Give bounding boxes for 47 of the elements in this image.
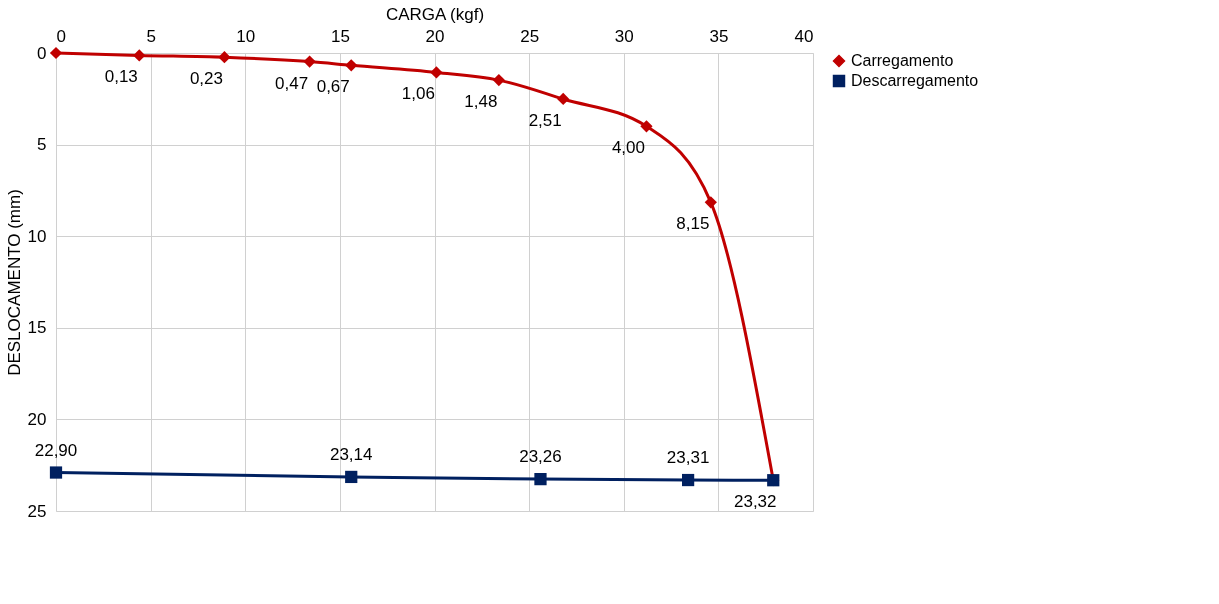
- x-tick-label: 0: [56, 26, 66, 46]
- data-label: 2,51: [528, 110, 562, 130]
- point: [430, 66, 443, 79]
- point: [345, 59, 358, 72]
- data-label: 23,14: [329, 444, 373, 464]
- data-label: 0,47: [275, 73, 309, 93]
- data-label: 22,90: [34, 440, 78, 460]
- data-label: 1,48: [464, 92, 498, 112]
- point: [49, 466, 63, 479]
- y-tick-label: 15: [27, 318, 47, 338]
- legend-label: Carregamento: [851, 52, 954, 69]
- point: [492, 73, 505, 87]
- data-label: 0,67: [316, 77, 350, 97]
- x-tick-label: 25: [520, 26, 540, 46]
- point: [303, 55, 316, 68]
- point: [345, 470, 358, 484]
- x-tick-label: 30: [614, 26, 634, 46]
- data-label: 23,32: [733, 492, 777, 512]
- point: [640, 120, 653, 133]
- x-tick-label: 10: [236, 26, 256, 46]
- x-tick-label: 5: [146, 26, 156, 46]
- x-tick-label: 20: [425, 26, 445, 46]
- data-label: 1,06: [401, 84, 435, 104]
- y-tick-label: 10: [27, 226, 47, 246]
- y-tick-label: 20: [27, 409, 47, 429]
- data-label: 4,00: [611, 138, 646, 158]
- y-tick-label: 5: [37, 135, 47, 155]
- point: [681, 473, 695, 487]
- y-tick-label: 0: [37, 43, 47, 63]
- point: [133, 49, 146, 62]
- point: [49, 46, 63, 60]
- point: [534, 473, 547, 486]
- point: [557, 92, 570, 106]
- data-label: 8,15: [676, 214, 710, 234]
- data-label: 0,23: [189, 69, 223, 89]
- x-tick-label: 15: [330, 26, 350, 46]
- x-axis-title: CARGA (kgf): [385, 4, 485, 24]
- x-tick-label: 35: [709, 26, 729, 46]
- y-tick-label: 25: [27, 501, 47, 521]
- point: [704, 196, 717, 209]
- data-label: 0,13: [104, 67, 138, 87]
- point: [218, 51, 231, 64]
- data-label: 23,31: [666, 448, 710, 468]
- x-tick-label: 40: [794, 26, 814, 46]
- legend-label: Descarregamento: [851, 72, 979, 89]
- data-label: 23,26: [519, 447, 562, 467]
- y-axis-title: DESLOCAMENTO (mm): [4, 189, 24, 376]
